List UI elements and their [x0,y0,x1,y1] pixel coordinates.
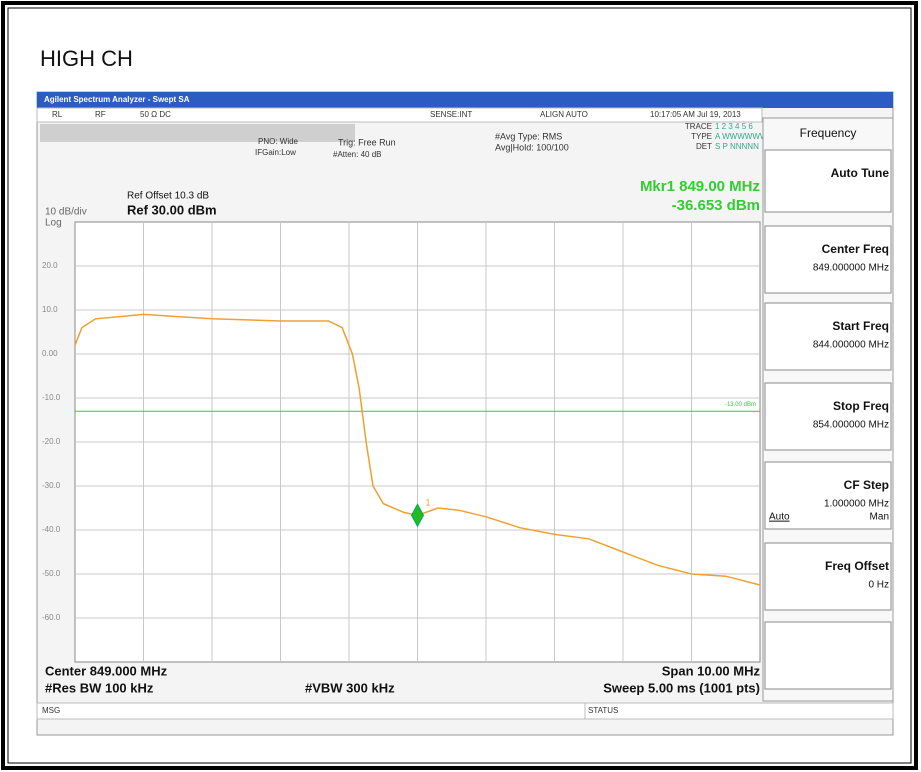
y-tick-label: -20.0 [42,437,61,446]
marker-label: 1 [426,498,431,508]
status: STATUS [588,706,618,715]
y-tick-label: -30.0 [42,481,61,490]
trace-info-value: S P NNNNN [715,142,759,151]
sweep: Sweep 5.00 ms (1001 pts) [603,680,760,695]
message: MSG [42,706,60,715]
setting: Avg|Hold: 100/100 [495,142,569,152]
softkey-label: Center Freq [822,242,889,256]
y-tick-label: -50.0 [42,569,61,578]
setting: PNO: Wide [258,137,299,146]
softkey-value: 0 Hz [868,580,889,591]
trace-info-key: TYPE [691,132,712,141]
softkey-value: 844.000000 MHz [813,340,889,351]
res-bw: #Res BW 100 kHz [45,680,154,695]
scale: 10 dB/div [45,207,87,218]
span: Span 10.00 MHz [662,663,761,678]
status-row [36,107,763,123]
y-tick-label: -60.0 [42,613,61,622]
trace-info-value: 1 2 3 4 5 6 [715,122,753,131]
softkey-option: Auto [769,512,790,523]
softkey-option: Man [870,512,889,523]
trace-info-key: DET [696,142,712,151]
trace [74,313,761,586]
softkey-label: Auto Tune [831,166,890,180]
trace-info-value: A WWWWWW [715,132,768,141]
status-item: SENSE:INT [430,110,472,119]
title-bar [37,92,893,108]
softkey-value: 849.000000 MHz [813,263,889,274]
ref-level: Ref 30.00 dBm [127,202,217,217]
display-line-label: -13.00 dBm [725,402,756,408]
status-item: RF [95,110,106,119]
status-item: 10:17:05 AM Jul 19, 2013 [650,110,741,119]
y-tick-label: 10.0 [42,305,58,314]
softkey-menu: Frequency [800,126,857,140]
softkey[interactable] [764,149,892,213]
softkey[interactable] [764,225,892,294]
gray-bar [40,124,355,142]
window-title: Agilent Spectrum Analyzer - Swept SA [44,95,190,104]
ref-offset: Ref Offset 10.3 dB [127,191,209,202]
trace-info-key: TRACE [685,122,712,131]
y-tick-label: 0.00 [42,349,58,358]
y-tick-label: -40.0 [42,525,61,534]
page-title: HIGH CH [40,46,133,71]
status-item: RL [52,110,63,119]
softkey-label: Stop Freq [833,399,889,413]
softkey [764,621,892,690]
setting: Trig: Free Run [338,137,396,147]
setting: IFGain:Low [255,148,296,157]
softkey[interactable] [764,382,892,451]
message-bar [36,702,894,720]
softkey-value: 854.000000 MHz [813,420,889,431]
setting: #Atten: 40 dB [333,150,381,159]
setting: #Avg Type: RMS [495,131,562,141]
softkey-value: 1.000000 MHz [824,499,889,510]
softkey-label: Freq Offset [825,559,889,573]
marker-amplitude: -36.653 dBm [672,197,760,214]
status-item: ALIGN AUTO [540,110,588,119]
softkey-label: Start Freq [832,319,889,333]
vbw: #VBW 300 kHz [305,680,395,695]
softkey-label: CF Step [844,478,889,492]
scale-type: Log [45,218,62,229]
marker [410,503,425,528]
y-tick-label: 20.0 [42,261,58,270]
center-frequency: Center 849.000 MHz [45,663,168,678]
status-item: 50 Ω DC [140,110,171,119]
softkey[interactable] [764,302,892,371]
marker-frequency: Mkr1 849.00 MHz [640,178,760,195]
inner-frame [7,7,912,764]
softkey[interactable] [764,461,892,530]
softkey[interactable] [764,542,892,611]
y-tick-label: -10.0 [42,393,61,402]
